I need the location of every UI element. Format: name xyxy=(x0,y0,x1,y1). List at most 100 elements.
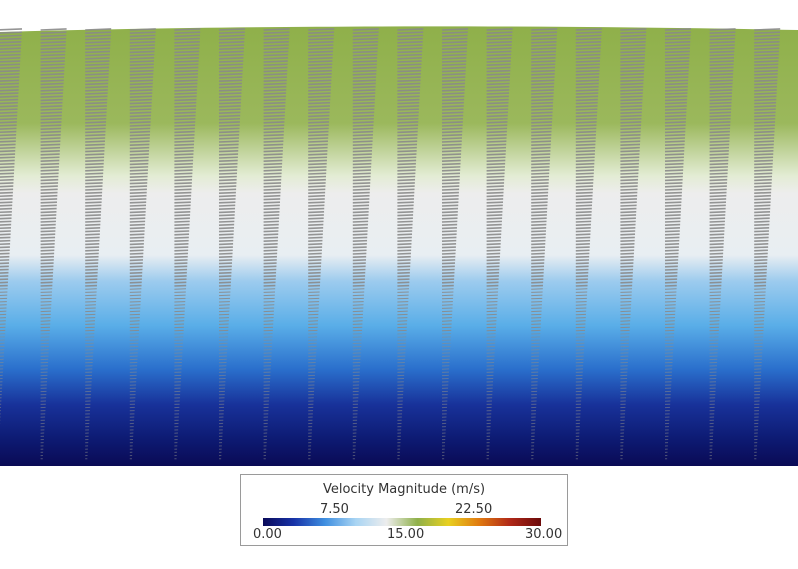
vector-arrow xyxy=(486,239,501,242)
vector-arrow xyxy=(40,172,59,175)
vector-arrow xyxy=(486,130,507,134)
vector-arrow xyxy=(397,76,421,79)
vector-arrow xyxy=(664,31,691,34)
vector-arrow xyxy=(174,166,193,169)
vector-arrow xyxy=(441,44,468,47)
vector-arrow xyxy=(308,114,330,118)
vector-arrow xyxy=(754,37,780,41)
vector-arrow xyxy=(308,98,331,102)
vector-arrow xyxy=(40,153,60,156)
vector-arrow xyxy=(531,124,552,127)
vector-arrow xyxy=(218,95,242,98)
vector-arrow xyxy=(85,137,106,140)
vector-arrow xyxy=(218,178,237,182)
vector-arrow xyxy=(441,239,457,242)
vector-arrow xyxy=(531,252,545,255)
vector-arrow xyxy=(441,162,461,166)
vector-arrow xyxy=(85,130,106,134)
vector-arrow xyxy=(709,162,729,166)
vector-arrow xyxy=(486,265,500,268)
vector-arrow xyxy=(709,227,725,230)
vector-arrow xyxy=(129,69,154,73)
vector-arrow xyxy=(129,146,150,150)
vector-arrow xyxy=(664,82,689,86)
vector-arrow xyxy=(85,214,101,217)
vector-arrow xyxy=(352,140,373,143)
vector-arrow xyxy=(486,127,508,130)
vector-arrow xyxy=(575,265,589,268)
vector-arrow xyxy=(620,127,641,130)
vector-arrow xyxy=(85,89,108,92)
vector-arrow xyxy=(352,89,376,92)
vector-arrow xyxy=(486,121,508,124)
vector-column xyxy=(397,28,424,460)
vector-arrow xyxy=(531,127,552,130)
vector-arrow xyxy=(531,210,548,214)
vector-arrow xyxy=(531,153,551,156)
vector-arrow xyxy=(40,262,54,265)
vector-arrow xyxy=(709,40,735,44)
vector-arrow xyxy=(441,227,457,230)
vector-arrow xyxy=(664,105,687,108)
vector-arrow xyxy=(308,140,329,143)
vector-arrow xyxy=(531,162,550,166)
vector-arrow xyxy=(263,133,284,137)
vector-arrow xyxy=(531,114,553,118)
vector-arrow xyxy=(754,162,773,166)
vector-arrow xyxy=(620,194,638,198)
vector-arrow xyxy=(575,44,601,47)
vector-arrow xyxy=(40,230,56,233)
vector-arrow xyxy=(129,34,156,38)
vector-arrow xyxy=(397,252,411,255)
vector-arrow xyxy=(174,60,199,63)
vector-arrow xyxy=(709,185,727,188)
vector-arrow xyxy=(308,133,329,137)
vector-arrow xyxy=(441,185,460,188)
vector-arrow xyxy=(174,124,196,127)
vector-arrow xyxy=(218,111,241,114)
vector-arrow xyxy=(308,268,321,271)
vector-arrow xyxy=(174,194,192,198)
vector-arrow xyxy=(174,95,197,98)
vector-arrow xyxy=(85,220,101,223)
vector-arrow xyxy=(174,47,200,50)
vector-arrow xyxy=(0,175,14,178)
vector-arrow xyxy=(85,249,99,252)
vector-arrow xyxy=(218,201,236,204)
vector-arrow xyxy=(620,162,639,166)
vector-arrow xyxy=(531,236,546,239)
vector-arrow xyxy=(129,166,149,169)
vector-arrow xyxy=(486,204,503,207)
vector-arrow xyxy=(263,76,287,79)
vector-arrow xyxy=(531,53,556,57)
vector-arrow xyxy=(531,31,558,34)
vector-arrow xyxy=(308,150,328,153)
vector-column xyxy=(664,28,692,460)
vector-arrow xyxy=(174,220,190,223)
vector-arrow xyxy=(352,227,368,230)
vector-arrow xyxy=(40,227,56,230)
vector-arrow xyxy=(575,105,598,108)
vector-arrow xyxy=(0,117,18,121)
vector-arrow xyxy=(308,57,333,60)
vector-arrow xyxy=(709,169,728,172)
vector-arrow xyxy=(85,255,99,258)
vector-arrow xyxy=(441,175,460,178)
vector-arrow xyxy=(441,217,458,220)
vector-arrow xyxy=(174,162,193,166)
vector-arrow xyxy=(85,246,100,249)
vector-arrow xyxy=(85,143,105,146)
vector-arrow xyxy=(486,76,510,79)
vector-arrow xyxy=(754,47,780,50)
vector-arrow xyxy=(218,204,236,207)
vector-arrow xyxy=(85,188,103,191)
vector-arrow xyxy=(352,153,372,156)
vector-arrow xyxy=(441,230,457,233)
vector-arrow xyxy=(620,114,642,118)
vector-arrow xyxy=(308,73,332,76)
vector-arrow xyxy=(441,255,456,258)
vector-column xyxy=(129,28,156,460)
vector-arrow xyxy=(575,53,601,57)
vector-arrow xyxy=(620,40,646,44)
vector-arrow xyxy=(709,243,724,246)
